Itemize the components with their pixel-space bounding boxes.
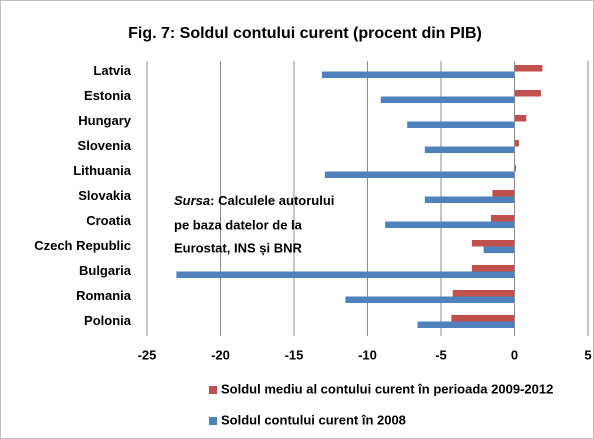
y-tick-label: Romania: [76, 288, 132, 303]
legend-label: Soldul mediu al contului curent în perio…: [221, 381, 553, 396]
bar: [176, 271, 515, 278]
bar: [385, 221, 515, 228]
bar: [452, 290, 515, 297]
x-tick-label: -5: [435, 347, 447, 362]
annotation-italic: Sursa: [174, 193, 210, 208]
annotation: Eurostat, INS și BNR: [174, 240, 302, 255]
x-tick-label: 5: [584, 347, 591, 362]
bar: [424, 196, 515, 203]
y-tick-label: Czech Republic: [34, 238, 131, 253]
bar: [324, 171, 515, 178]
bar: [483, 246, 515, 253]
bar: [514, 115, 527, 122]
annotation: Sursa: Calculele autorului: [174, 193, 334, 208]
bar: [514, 140, 519, 147]
legend-swatch: [209, 417, 217, 425]
bar: [492, 190, 515, 197]
bar: [471, 265, 515, 272]
bar: [417, 321, 515, 328]
bar: [380, 96, 515, 103]
y-tick-label: Bulgaria: [79, 263, 132, 278]
bar: [471, 240, 515, 247]
x-tick-label: -10: [358, 347, 377, 362]
chart-title: Fig. 7: Soldul contului curent (procent …: [128, 25, 482, 42]
y-tick-label: Polonia: [84, 313, 132, 328]
y-tick-label: Latvia: [93, 63, 131, 78]
bar: [424, 146, 515, 153]
bar: [514, 165, 516, 172]
bar: [490, 215, 515, 222]
x-tick-label: 0: [511, 347, 518, 362]
bar: [514, 90, 541, 97]
bar: [321, 71, 515, 78]
bar: [514, 65, 543, 72]
x-tick-label: -25: [138, 347, 157, 362]
y-tick-label: Lithuania: [73, 163, 132, 178]
x-tick-label: -20: [211, 347, 230, 362]
annotation-text: : Calculele autorului: [210, 193, 334, 208]
y-tick-label: Slovakia: [78, 188, 132, 203]
legend-label: Soldul contului curent în 2008: [221, 412, 406, 427]
bar: [451, 315, 515, 322]
y-tick-label: Croatia: [86, 213, 132, 228]
y-tick-label: Estonia: [84, 88, 132, 103]
x-tick-label: -15: [285, 347, 304, 362]
y-tick-label: Hungary: [78, 113, 132, 128]
bar: [345, 296, 515, 303]
annotation: pe baza datelor de la: [174, 217, 303, 232]
y-tick-label: Slovenia: [78, 138, 132, 153]
legend-swatch: [209, 386, 217, 394]
bar: [407, 121, 515, 128]
